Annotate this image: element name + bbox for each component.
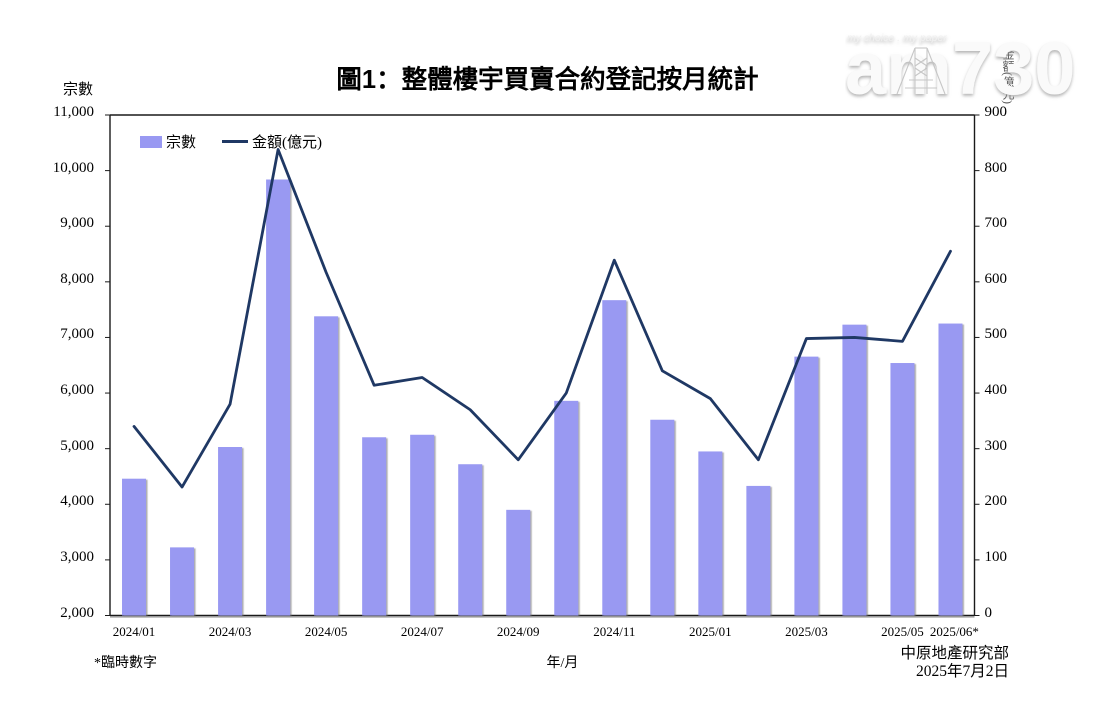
svg-text:am730: am730 [845, 27, 1075, 108]
